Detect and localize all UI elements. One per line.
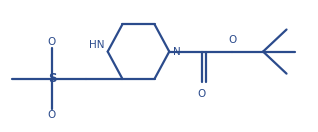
Text: HN: HN <box>89 40 104 50</box>
Text: N: N <box>173 47 181 57</box>
Text: O: O <box>48 110 56 120</box>
Text: O: O <box>197 89 206 99</box>
Text: O: O <box>228 35 236 45</box>
Text: S: S <box>48 72 56 85</box>
Text: O: O <box>48 37 56 47</box>
